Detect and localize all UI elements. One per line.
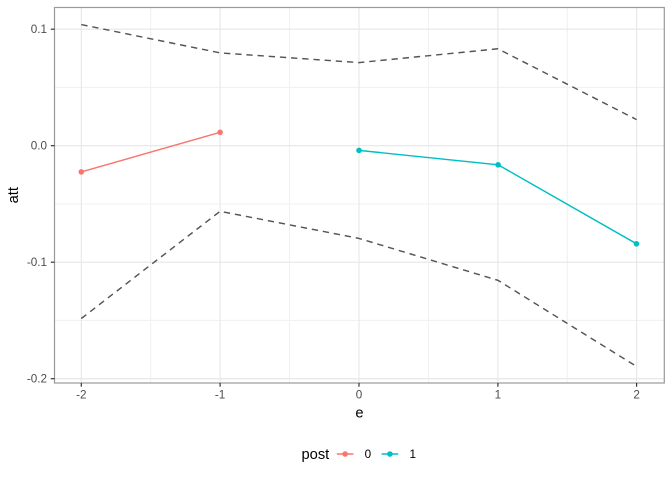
- svg-text:post: post: [302, 447, 330, 463]
- svg-text:0.0: 0.0: [31, 140, 48, 153]
- svg-text:0.1: 0.1: [31, 23, 47, 36]
- svg-text:0: 0: [356, 388, 363, 401]
- svg-text:-0.2: -0.2: [27, 373, 47, 386]
- svg-text:-1: -1: [215, 388, 225, 401]
- svg-text:1: 1: [495, 388, 502, 401]
- svg-text:-2: -2: [76, 388, 86, 401]
- svg-text:e: e: [355, 405, 363, 421]
- svg-text:2: 2: [633, 388, 640, 401]
- svg-text:0: 0: [365, 448, 372, 461]
- svg-text:-0.1: -0.1: [27, 256, 47, 269]
- svg-text:1: 1: [410, 448, 417, 461]
- svg-text:att: att: [6, 187, 22, 203]
